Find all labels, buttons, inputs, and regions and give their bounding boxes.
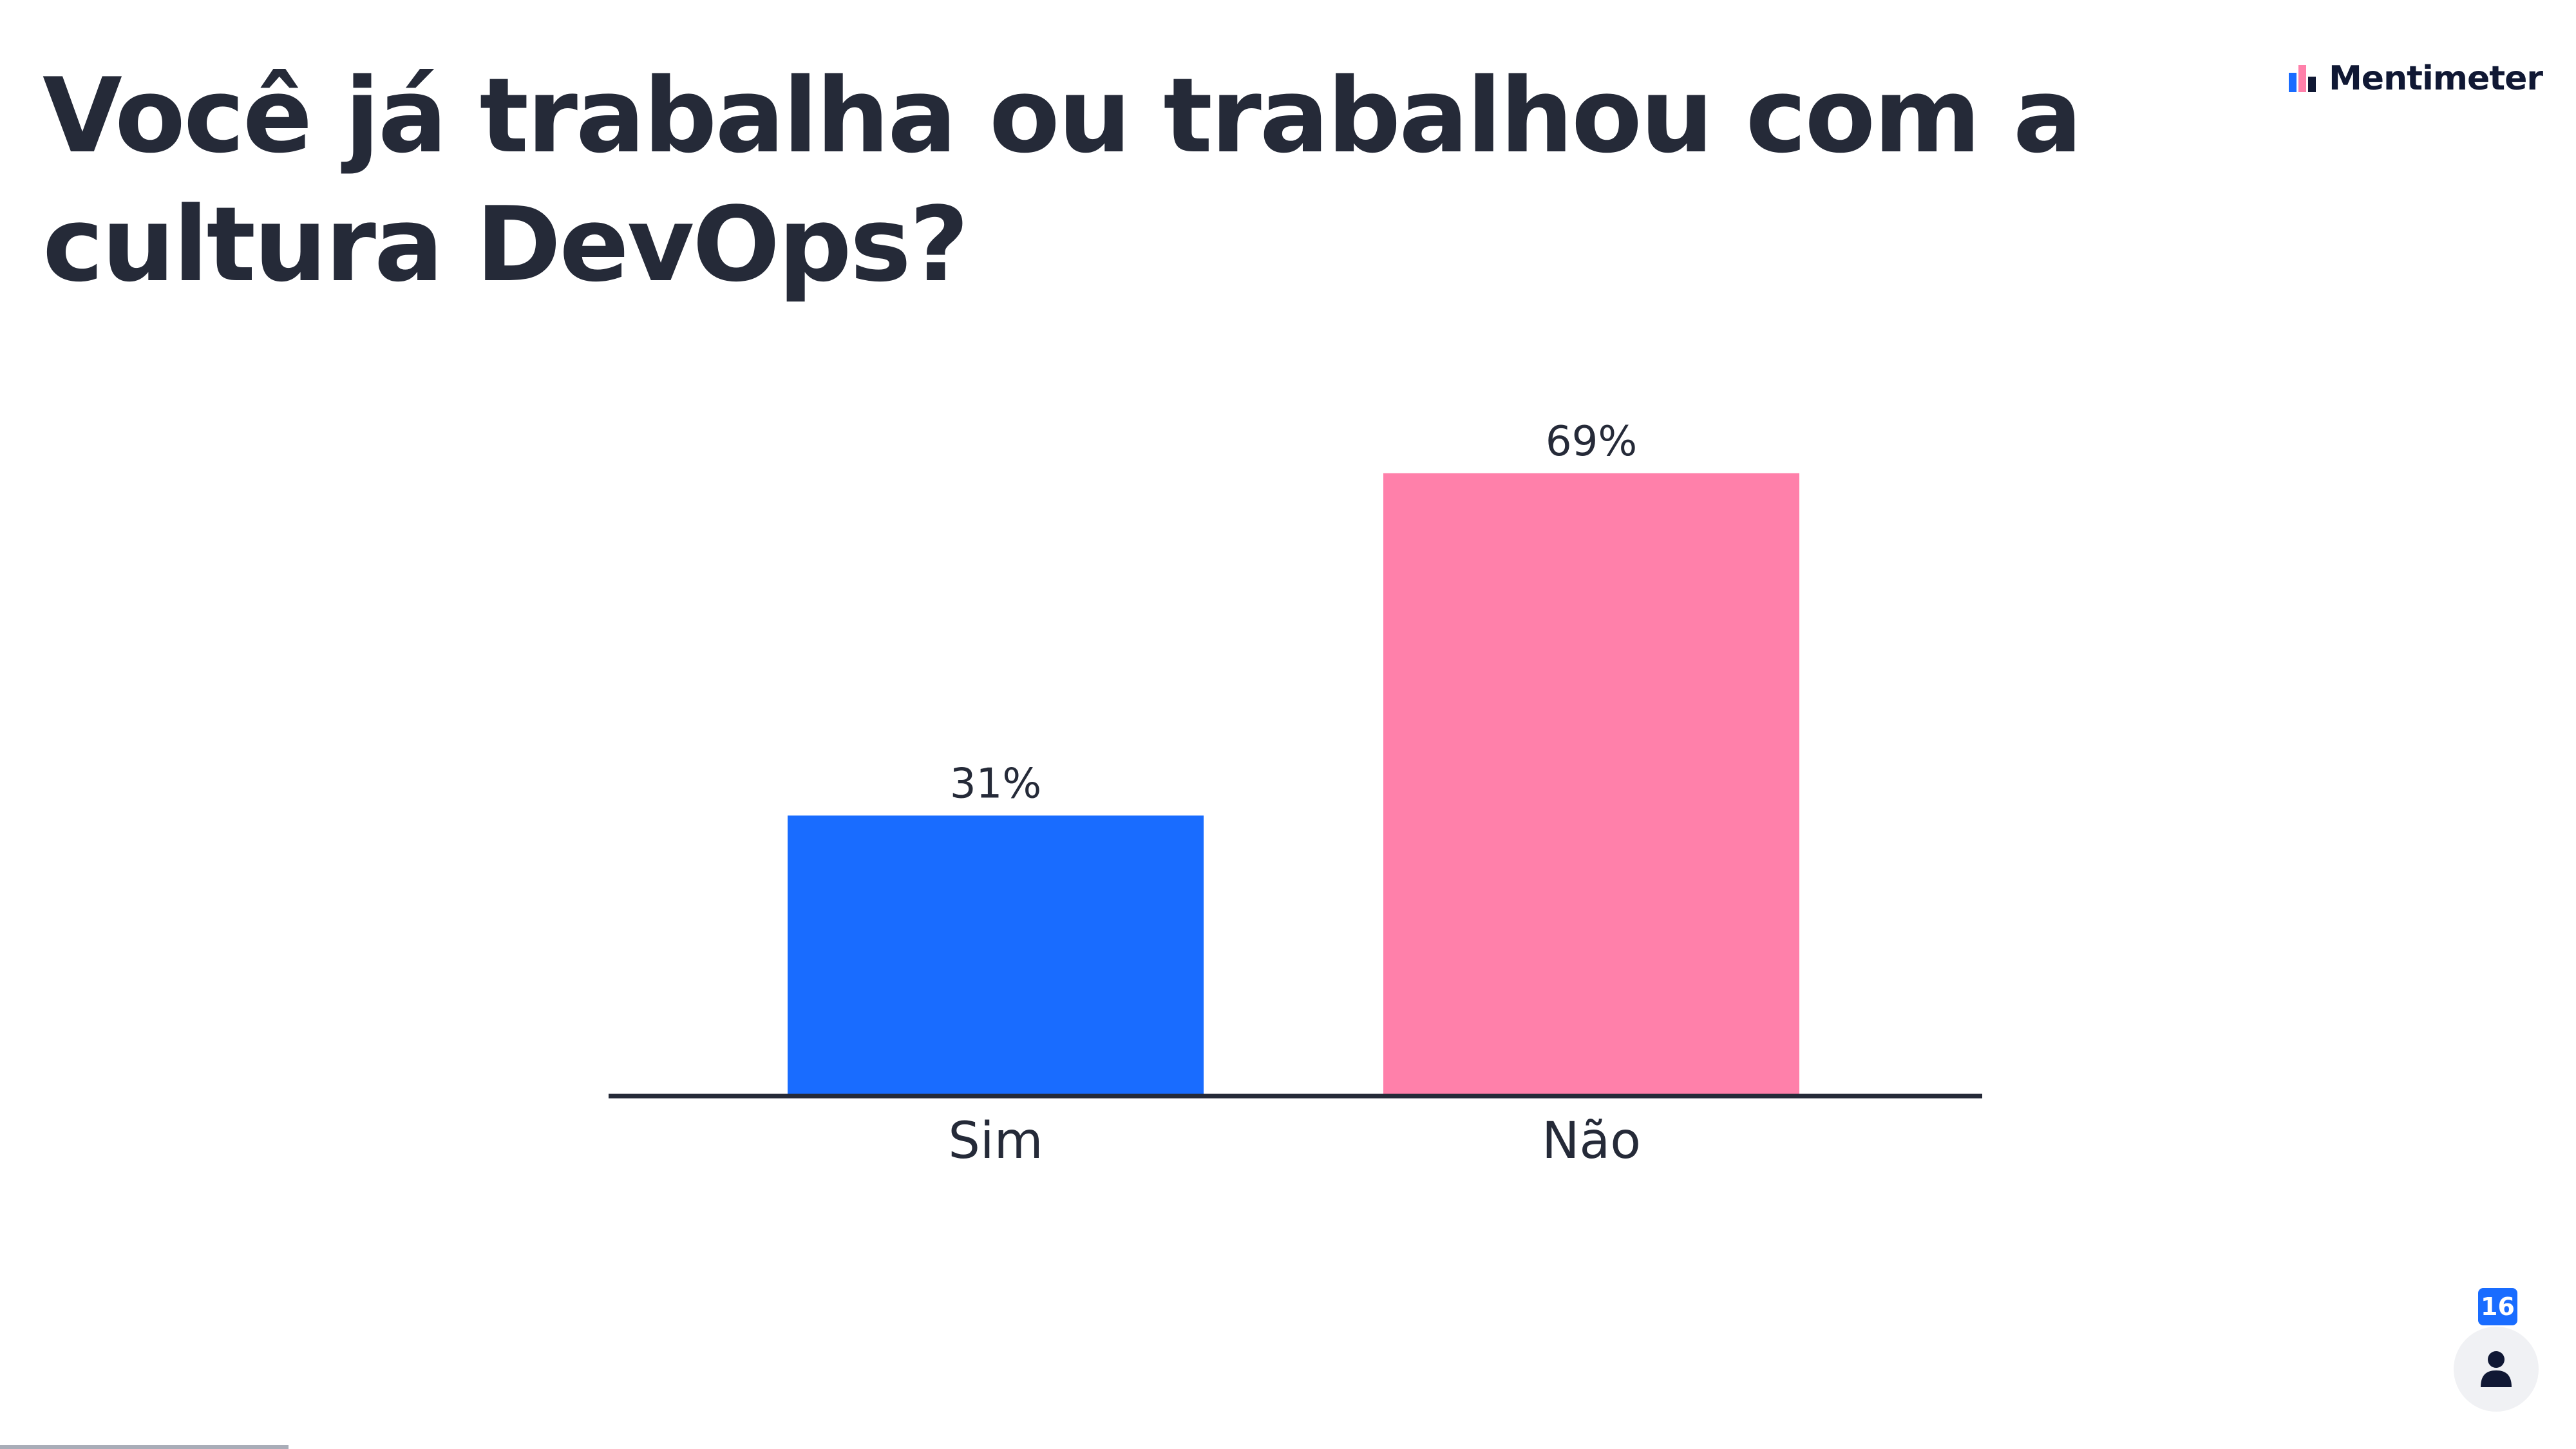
- category-label-sim: Sim: [948, 1112, 1043, 1170]
- bar-sim: [788, 815, 1204, 1095]
- participant-avatar: [2454, 1327, 2539, 1412]
- brand-logo: Mentimeter: [2289, 59, 2543, 98]
- brand-name: Mentimeter: [2329, 59, 2543, 98]
- participant-counter: 16: [2454, 1288, 2539, 1412]
- bar-nao: [1383, 473, 1799, 1095]
- value-label-nao: 69%: [1546, 418, 1637, 466]
- participant-count-badge: 16: [2478, 1288, 2517, 1325]
- mentimeter-logo-icon: [2289, 65, 2316, 92]
- presentation-progress: [0, 1445, 2576, 1449]
- value-label-sim: 31%: [950, 760, 1041, 808]
- presentation-progress-fill: [0, 1445, 289, 1449]
- category-label-nao: Não: [1542, 1112, 1641, 1170]
- person-icon: [2481, 1351, 2512, 1387]
- question-title: Você já trabalha ou trabalhou com a cult…: [43, 55, 2083, 305]
